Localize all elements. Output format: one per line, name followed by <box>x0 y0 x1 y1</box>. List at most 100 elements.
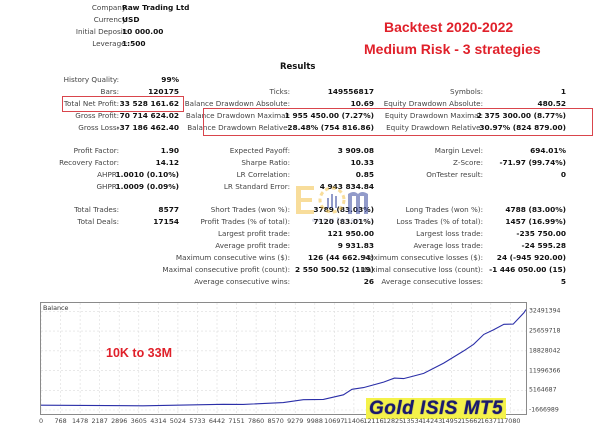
x-tick-label: 17080 <box>500 417 521 425</box>
company-value: Raw Trading Ltd <box>122 3 190 12</box>
lr-standard-error-label: LR Standard Error: <box>223 182 290 191</box>
loss-trades-label: Loss Trades (% of total): <box>396 217 483 226</box>
ghpr-value: 1.0009 (0.09%) <box>115 182 180 191</box>
ghpr-label: GHPR: <box>96 182 119 191</box>
average-consecutive-wins-value: 26 <box>363 277 374 286</box>
x-tick-label: 8570 <box>267 417 284 425</box>
equity-dd-maximal-value: 2 375 300.00 (8.77%) <box>476 111 566 120</box>
balance-dd-absolute-label: Balance Drawdown Absolute: <box>184 99 290 108</box>
balance-dd-maximal-label: Balance Drawdown Maximal: <box>185 111 290 120</box>
total-trades-value: 8577 <box>158 205 179 214</box>
average-consecutive-losses-label: Average consecutive losses: <box>381 277 483 286</box>
y-tick-label: -1666989 <box>529 406 559 414</box>
short-trades-label: Short Trades (won %): <box>210 205 290 214</box>
max-consecutive-losses-label: Maximum consecutive losses ($): <box>363 253 483 262</box>
y-tick-label: 18828042 <box>529 347 561 355</box>
profit-factor-value: 1.90 <box>160 146 179 155</box>
x-tick-label: 3605 <box>130 417 147 425</box>
leverage-label: Leverage: <box>92 39 128 48</box>
symbols-label: Symbols: <box>450 87 483 96</box>
maximal-consecutive-loss-value: -1 446 050.00 (15) <box>489 265 566 274</box>
balance-chart <box>40 302 527 415</box>
x-tick-label: 2896 <box>111 417 128 425</box>
history-quality-label: History Quality: <box>63 75 119 84</box>
maximal-consecutive-profit-value: 2 550 500.52 (119) <box>295 265 374 274</box>
x-tick-label: 7151 <box>228 417 245 425</box>
equity-dd-maximal-label: Equity Drawdown Maximal: <box>384 111 483 120</box>
average-loss-trade-label: Average loss trade: <box>413 241 483 250</box>
x-tick-label: 5024 <box>169 417 187 425</box>
long-trades-value: 4788 (83.00%) <box>505 205 566 214</box>
x-tick-label: 5733 <box>189 417 206 425</box>
max-consecutive-wins-value: 126 (44 662.94) <box>307 253 374 262</box>
recovery-factor-value: 14.12 <box>155 158 179 167</box>
total-deals-label: Total Deals: <box>77 217 119 226</box>
ahpr-label: AHPR: <box>97 170 119 179</box>
x-tick-label: 10697 <box>324 417 345 425</box>
x-tick-label: 7860 <box>247 417 265 425</box>
leverage-value: 1:500 <box>122 39 146 48</box>
average-consecutive-wins-label: Average consecutive wins: <box>194 277 290 286</box>
max-consecutive-wins-label: Maximum consecutive wins ($): <box>175 253 290 262</box>
long-trades-label: Long Trades (won %): <box>405 205 483 214</box>
ahpr-value: 1.0010 (0.10%) <box>115 170 180 179</box>
y-tick-label: 25659718 <box>529 327 561 335</box>
x-tick-label: 16371 <box>480 417 501 425</box>
chart-title: Balance <box>43 304 69 312</box>
profit-trades-value: 7120 (83.01%) <box>313 217 374 226</box>
chart-annotation-growth: 10K to 33M <box>106 346 172 360</box>
x-tick-label: 12116 <box>363 417 384 425</box>
total-net-profit-value: 33 528 161.62 <box>119 99 179 108</box>
largest-loss-trade-value: -235 750.00 <box>516 229 566 238</box>
highlight-net-profit-box <box>62 96 184 112</box>
maximal-consecutive-profit-label: Maximal consecutive profit (count): <box>162 265 290 274</box>
max-consecutive-losses-value: 24 (-945 920.00) <box>496 253 566 262</box>
average-loss-trade-value: -24 595.28 <box>521 241 566 250</box>
lr-standard-error-value: 4 943 834.84 <box>319 182 374 191</box>
brand-label: Gold ISIS MT5 <box>366 398 507 419</box>
margin-level-value: 694.01% <box>530 146 566 155</box>
maximal-consecutive-loss-label: Maximal consecutive loss (count): <box>360 265 483 274</box>
sharpe-ratio-value: 10.33 <box>350 158 374 167</box>
profit-trades-label: Profit Trades (% of total): <box>200 217 290 226</box>
x-tick-label: 14243 <box>421 417 443 425</box>
ontester-result-value: 0 <box>560 170 566 179</box>
average-consecutive-losses-value: 5 <box>560 277 566 286</box>
total-net-profit-label: Total Net Profit: <box>63 99 119 108</box>
balance-dd-relative-value: 28.48% (754 816.86) <box>287 123 374 132</box>
currency-value: USD <box>122 15 140 24</box>
balance-chart-plot <box>40 303 527 414</box>
balance-dd-absolute-value: 10.69 <box>350 99 374 108</box>
x-tick-label: 13534 <box>402 417 423 425</box>
x-tick-label: 1478 <box>71 417 89 425</box>
x-tick-label: 9988 <box>306 417 323 425</box>
gross-profit-value: 70 714 624.02 <box>119 111 179 120</box>
ticks-label: Ticks: <box>269 87 290 96</box>
balance-line <box>40 309 527 407</box>
overlay-title-risk: Medium Risk - 3 strategies <box>364 41 541 57</box>
y-tick-label: 11996366 <box>529 367 561 375</box>
largest-profit-trade-label: Largest profit trade: <box>217 229 290 238</box>
margin-level-label: Margin Level: <box>434 146 483 155</box>
initial-deposit-value: 10 000.00 <box>122 27 164 36</box>
gross-loss-label: Gross Loss: <box>78 123 119 132</box>
balance-dd-relative-label: Balance Drawdown Relative: <box>187 123 290 132</box>
loss-trades-value: 1457 (16.99%) <box>505 217 566 226</box>
balance-dd-maximal-value: 1 955 450.00 (7.27%) <box>284 111 374 120</box>
lr-correlation-label: LR Correlation: <box>236 170 290 179</box>
bars-label: Bars: <box>100 87 119 96</box>
ontester-result-label: OnTester result: <box>426 170 483 179</box>
y-tick-label: 5164687 <box>529 386 557 394</box>
highlight-drawdown-box <box>203 108 593 136</box>
equity-dd-absolute-value: 480.52 <box>537 99 566 108</box>
x-tick-label: 768 <box>54 417 67 425</box>
company-label: Company: <box>91 3 128 12</box>
largest-profit-trade-value: 121 950.00 <box>327 229 374 238</box>
ticks-value: 149556817 <box>327 87 374 96</box>
average-profit-trade-label: Average profit trade: <box>215 241 290 250</box>
z-score-value: -71.97 (99.74%) <box>499 158 566 167</box>
x-tick-label: 9279 <box>287 417 304 425</box>
sharpe-ratio-label: Sharpe Ratio: <box>241 158 290 167</box>
expected-payoff-value: 3 909.08 <box>337 146 374 155</box>
x-tick-label: 4314 <box>150 417 167 425</box>
